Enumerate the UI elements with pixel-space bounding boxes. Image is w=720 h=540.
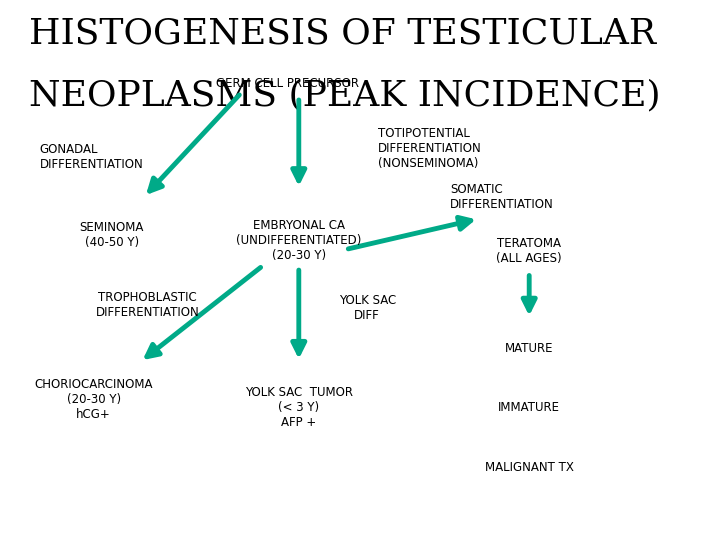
Text: SEMINOMA
(40-50 Y): SEMINOMA (40-50 Y) <box>79 221 144 249</box>
Text: TERATOMA
(ALL AGES): TERATOMA (ALL AGES) <box>496 237 562 265</box>
Text: TROPHOBLASTIC
DIFFERENTIATION: TROPHOBLASTIC DIFFERENTIATION <box>96 291 199 319</box>
Text: SOMATIC
DIFFERENTIATION: SOMATIC DIFFERENTIATION <box>450 183 554 211</box>
Text: YOLK SAC  TUMOR
(< 3 Y)
AFP +: YOLK SAC TUMOR (< 3 Y) AFP + <box>245 386 353 429</box>
Text: IMMATURE: IMMATURE <box>498 401 560 414</box>
Text: GONADAL
DIFFERENTIATION: GONADAL DIFFERENTIATION <box>40 143 143 171</box>
Text: CHORIOCARCINOMA
(20-30 Y)
hCG+: CHORIOCARCINOMA (20-30 Y) hCG+ <box>35 378 153 421</box>
Text: HISTOGENESIS OF TESTICULAR: HISTOGENESIS OF TESTICULAR <box>29 16 656 50</box>
Text: YOLK SAC
DIFF: YOLK SAC DIFF <box>338 294 396 322</box>
Text: MATURE: MATURE <box>505 342 554 355</box>
Text: GERM CELL PRECURSOR: GERM CELL PRECURSOR <box>217 77 359 90</box>
Text: NEOPLASMS (PEAK INCIDENCE): NEOPLASMS (PEAK INCIDENCE) <box>29 78 660 112</box>
Text: EMBRYONAL CA
(UNDIFFERENTIATED)
(20-30 Y): EMBRYONAL CA (UNDIFFERENTIATED) (20-30 Y… <box>236 219 361 262</box>
Text: TOTIPOTENTIAL
DIFFERENTIATION
(NONSEMINOMA): TOTIPOTENTIAL DIFFERENTIATION (NONSEMINO… <box>378 127 482 170</box>
Text: MALIGNANT TX: MALIGNANT TX <box>485 461 574 474</box>
